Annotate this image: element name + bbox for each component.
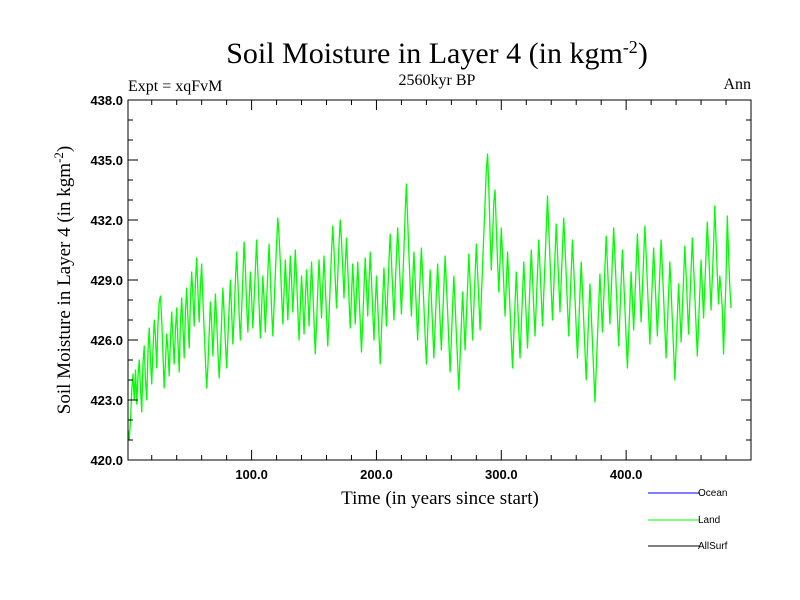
legend: Ocean Land AllSurf [648,488,728,552]
y-tick-label: 432.0 [90,213,123,228]
y-tick-label: 426.0 [90,333,123,348]
y-tick-label: 423.0 [90,393,123,408]
x-tick-label: 400.0 [610,467,643,482]
plot-frame [127,99,752,461]
y-axis-label: Soil Moisture in Layer 4 (in kgm-2) [51,146,76,414]
x-tick-label: 100.0 [235,467,268,482]
x-tick-label: 200.0 [360,467,393,482]
series-layer [127,153,732,441]
x-axis-label: Time (in years since start) [341,488,539,509]
legend-label-ocean: Ocean [698,488,727,499]
legend-label-allsurf: AllSurf [698,541,728,552]
y-tick-label: 420.0 [90,453,123,468]
y-tick-label: 435.0 [90,153,123,168]
series-line-land [127,153,732,441]
y-tick-label: 429.0 [90,273,123,288]
experiment-label: Expt = xqFvM [128,78,222,95]
x-tick-label: 300.0 [485,467,518,482]
period-label: 2560kyr BP [399,72,476,89]
chart-title: Soil Moisture in Layer 4 (in kgm-2) [226,37,648,70]
legend-label-land: Land [698,515,720,526]
y-tick-label: 438.0 [90,93,123,108]
season-label: Ann [723,76,751,93]
ticks-layer: 420.0 423.0 426.0 429.0 432.0 435.0 438.0 100.0… [90,93,751,482]
